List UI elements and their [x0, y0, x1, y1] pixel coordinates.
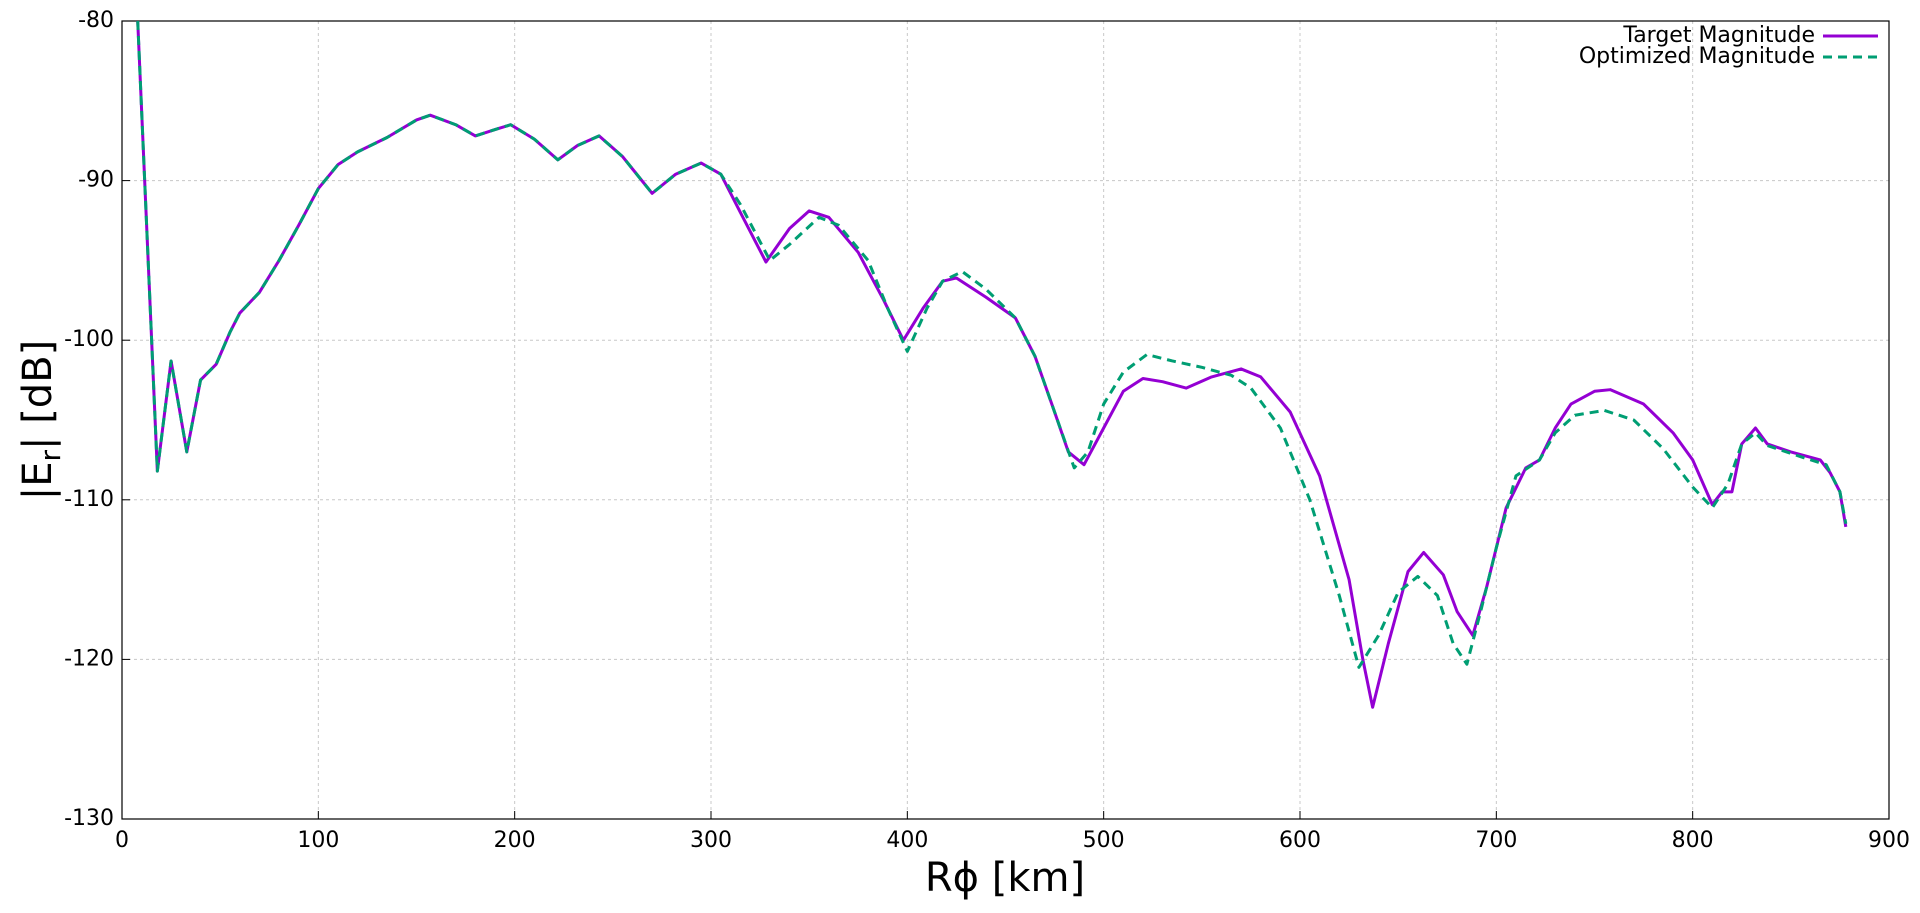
y-tick-label: -110 [64, 487, 114, 512]
y-tick-label: -90 [78, 168, 114, 193]
x-tick-label: 200 [494, 828, 536, 853]
plot-frame [121, 20, 1890, 820]
legend-label: Optimized Magnitude [1579, 44, 1815, 69]
y-tick-label: -130 [64, 806, 114, 831]
x-tick-label: 600 [1279, 828, 1321, 853]
x-tick-label: 500 [1083, 828, 1125, 853]
series-line [136, 21, 1848, 709]
x-tick-label: 700 [1475, 828, 1517, 853]
y-label-part: | [dB] [15, 340, 61, 450]
y-tick-label: -80 [78, 8, 114, 33]
series-line [136, 21, 1848, 669]
x-axis-label: Rϕ [km] [925, 855, 1085, 901]
x-tick-label: 100 [297, 828, 339, 853]
y-label-sub: r [34, 450, 67, 462]
x-tick-label: 0 [115, 828, 129, 853]
x-tick-label: 800 [1672, 828, 1714, 853]
plot-area [136, 21, 1848, 709]
legend-label: Target Magnitude [1622, 23, 1815, 48]
x-tick-label: 900 [1868, 828, 1910, 853]
y-tick-label: -120 [64, 646, 114, 671]
y-axis-label: |Er| [dB] [15, 340, 67, 501]
x-tick-label: 400 [886, 828, 928, 853]
y-label-part: |E [15, 462, 61, 501]
y-tick-label: -100 [64, 327, 114, 352]
x-tick-label: 300 [690, 828, 732, 853]
